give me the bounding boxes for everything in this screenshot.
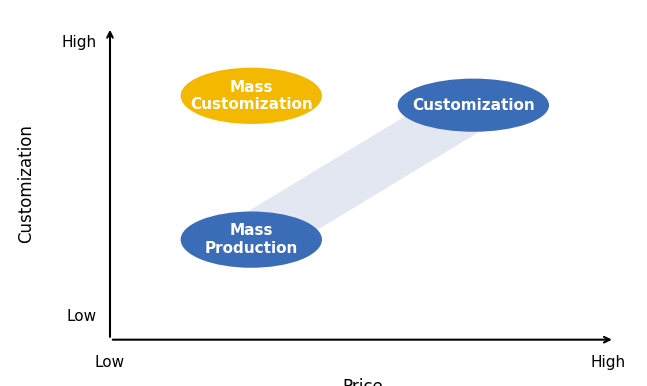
Text: Customization: Customization (412, 98, 534, 113)
Text: Mass
Production: Mass Production (204, 223, 298, 256)
Text: Customization: Customization (17, 124, 35, 243)
Text: High: High (62, 35, 97, 50)
Ellipse shape (398, 79, 549, 132)
Text: High: High (591, 355, 626, 370)
Text: Price: Price (342, 378, 382, 386)
Text: Mass
Customization: Mass Customization (190, 80, 313, 112)
Ellipse shape (181, 68, 322, 124)
Text: Low: Low (95, 355, 125, 370)
Text: Low: Low (67, 309, 97, 324)
Polygon shape (226, 90, 499, 254)
Ellipse shape (181, 212, 322, 268)
